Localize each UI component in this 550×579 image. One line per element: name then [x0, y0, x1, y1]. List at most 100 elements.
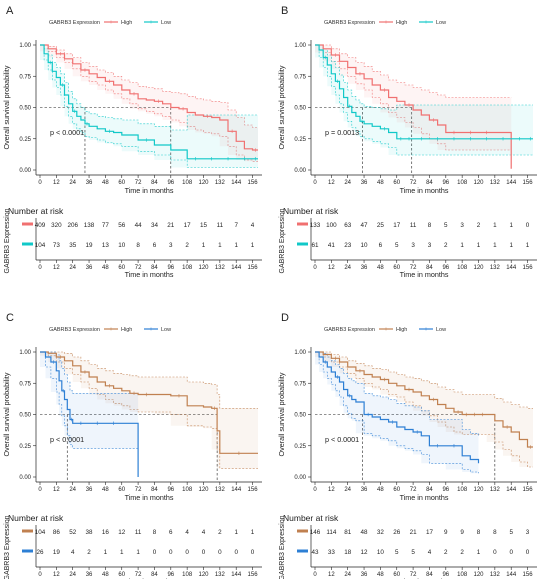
y-axis-title: Overall survival probability — [2, 65, 11, 149]
risk-count: 8 — [136, 242, 140, 249]
risk-row-swatch — [22, 529, 33, 533]
risk-count: 10 — [118, 242, 126, 249]
x-tick-label: 72 — [410, 487, 417, 493]
legend-title: GABRB3 Expression — [49, 20, 100, 26]
risk-count: 8 — [428, 222, 432, 229]
legend: GABRB3 Expression + High + Low — [324, 327, 446, 333]
risk-count: 1 — [493, 222, 497, 229]
risk-x-tick-label: 108 — [457, 572, 468, 578]
risk-x-tick-label: 60 — [393, 265, 400, 271]
ci-band-low — [40, 45, 258, 168]
risk-x-tick-label: 0 — [313, 572, 317, 578]
y-tick-label: 0.25 — [19, 444, 31, 450]
risk-count: 5 — [411, 549, 415, 556]
risk-x-tick-label: 72 — [135, 265, 142, 271]
risk-x-tick-label: 36 — [86, 572, 93, 578]
risk-table-y-title: GABRB3 Expression — [279, 208, 286, 273]
legend-plus-icon: + — [424, 20, 428, 26]
risk-count: 21 — [410, 529, 418, 536]
x-tick-label: 144 — [231, 487, 242, 493]
ci-band-low — [315, 45, 533, 155]
x-tick-label: 132 — [215, 180, 226, 186]
risk-table-title: Number at risk — [283, 206, 339, 216]
risk-table-y-title: GABRB3 Expression — [4, 515, 11, 579]
risk-table-title: Number at risk — [8, 513, 64, 523]
x-axis-title: Time in months — [125, 493, 174, 502]
risk-count: 33 — [328, 549, 336, 556]
x-tick-label: 36 — [86, 180, 93, 186]
risk-count: 1 — [251, 529, 255, 536]
ci-upper-line-high — [315, 44, 512, 98]
x-tick-label: 144 — [506, 180, 517, 186]
risk-count: 6 — [379, 242, 383, 249]
x-tick-label: 24 — [344, 180, 351, 186]
risk-x-tick-label: 96 — [167, 265, 174, 271]
y-tick-label: 1.00 — [19, 350, 31, 356]
ci-upper-line-high — [40, 44, 258, 128]
survival-curve-low — [315, 44, 533, 140]
x-tick-label: 84 — [151, 487, 158, 493]
x-tick-label: 12 — [53, 180, 60, 186]
risk-row-swatch — [297, 222, 308, 226]
risk-row-swatch — [22, 222, 33, 226]
panel-d: D GABRB3 Expression + High + Low Overall survi… — [277, 312, 537, 579]
risk-count: 1 — [234, 242, 238, 249]
risk-count: 17 — [393, 222, 401, 229]
risk-count: 56 — [118, 222, 126, 229]
ci-upper-line-high — [40, 351, 258, 409]
ci-lower-line-high — [40, 44, 258, 162]
risk-x-tick-label: 36 — [361, 572, 368, 578]
risk-count: 1 — [251, 242, 255, 249]
x-tick-label: 72 — [135, 180, 142, 186]
risk-count: 138 — [84, 222, 95, 229]
risk-count: 1 — [526, 242, 530, 249]
risk-x-tick-label: 132 — [490, 572, 501, 578]
risk-count: 12 — [361, 549, 369, 556]
ci-band-high — [315, 352, 533, 467]
y-tick-label: 0.50 — [294, 106, 306, 112]
x-axis-title: Time in months — [400, 186, 449, 195]
risk-count: 1 — [477, 242, 481, 249]
risk-x-tick-label: 84 — [151, 572, 158, 578]
y-tick-label: 0.75 — [294, 74, 306, 80]
risk-row-swatch — [297, 549, 308, 553]
risk-x-tick-label: 96 — [167, 572, 174, 578]
x-tick-label: 72 — [135, 487, 142, 493]
risk-count: 0 — [153, 549, 157, 556]
risk-count: 104 — [35, 529, 46, 536]
risk-x-tick-label: 108 — [182, 265, 193, 271]
ci-lower-line-low — [40, 44, 258, 168]
risk-count: 11 — [410, 222, 417, 229]
risk-count: 34 — [151, 222, 159, 229]
x-tick-label: 132 — [490, 487, 501, 493]
risk-count: 0 — [234, 549, 238, 556]
risk-count: 1 — [234, 529, 238, 536]
risk-x-tick-label: 48 — [377, 572, 384, 578]
ci-lower-line-low — [40, 351, 139, 449]
risk-count: 13 — [102, 242, 110, 249]
legend-plus-icon: + — [424, 327, 428, 333]
risk-count: 21 — [167, 222, 175, 229]
p-value-label: p < 0.0001 — [50, 435, 84, 444]
x-tick-label: 120 — [473, 487, 484, 493]
x-tick-label: 0 — [38, 180, 42, 186]
x-tick-label: 36 — [86, 487, 93, 493]
risk-count: 5 — [444, 222, 448, 229]
risk-x-tick-label: 132 — [215, 572, 226, 578]
legend-plus-icon: + — [109, 327, 113, 333]
risk-x-tick-label: 144 — [231, 265, 242, 271]
risk-count: 11 — [135, 529, 142, 536]
x-tick-label: 108 — [457, 487, 468, 493]
y-tick-label: 0.25 — [19, 137, 31, 143]
x-tick-label: 48 — [102, 180, 109, 186]
risk-x-tick-label: 0 — [38, 265, 42, 271]
risk-x-tick-label: 24 — [69, 265, 76, 271]
risk-count: 17 — [426, 529, 434, 536]
legend-title: GABRB3 Expression — [324, 327, 375, 333]
x-tick-label: 120 — [473, 180, 484, 186]
ci-lower-line-low — [315, 44, 533, 156]
risk-row-swatch — [22, 242, 33, 246]
risk-count: 52 — [69, 529, 77, 536]
risk-count: 9 — [444, 529, 448, 536]
x-tick-label: 24 — [69, 180, 76, 186]
